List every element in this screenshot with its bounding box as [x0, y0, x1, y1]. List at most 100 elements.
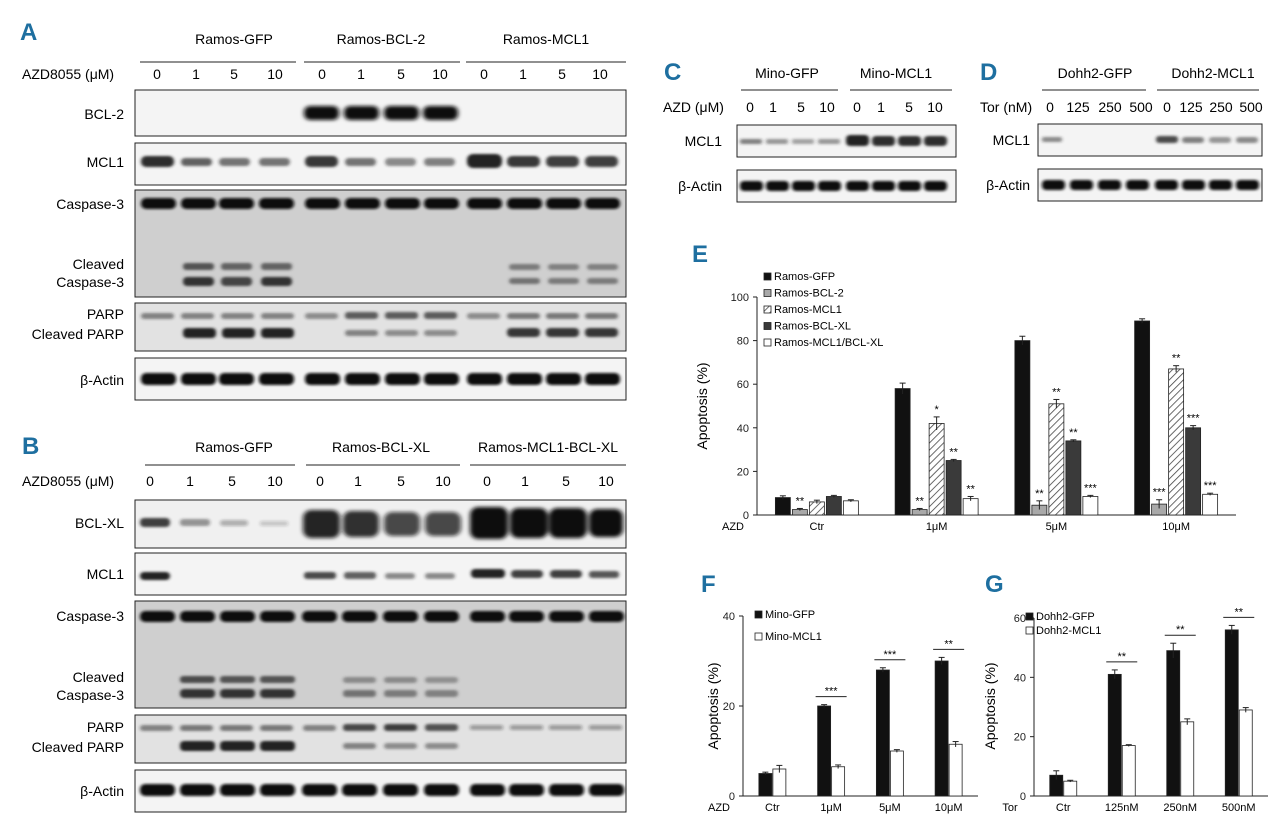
panel-b-group-ramos-mcl1-bcl-xl: Ramos-MCL1-BCL-XL	[478, 439, 618, 455]
band	[740, 181, 763, 191]
band	[385, 573, 415, 579]
panel-d-western-blot: D Dohh2-GFP Dohh2-MCL1 Tor (nM) 0 125 25…	[980, 59, 1263, 202]
band	[818, 139, 840, 144]
panel-a-dose-11: 5	[558, 66, 566, 82]
panel-f-letter: F	[701, 571, 716, 598]
band	[384, 512, 420, 536]
band	[587, 278, 618, 284]
band	[585, 198, 620, 209]
panel-e-bar	[1168, 368, 1185, 516]
panel-a-dose-label: AZD8055 (μM)	[22, 66, 114, 82]
band	[1156, 136, 1178, 143]
panel-b-dose-3: 5	[228, 473, 236, 489]
panel-g-x-tick-label: 250nM	[1163, 802, 1197, 814]
band	[303, 510, 340, 538]
panel-b-dose-6: 1	[354, 473, 362, 489]
band	[221, 277, 252, 286]
panel-b-dose-7: 5	[397, 473, 405, 489]
panel-g-bar-chart: G 0 20 40 60 Apoptosis (%) Tor Ctr 125nM ** 250nM…	[982, 571, 1268, 814]
panel-f-bar-chart: F 0 20 40 Apoptosis (%) AZD Ctr 1μM *** 5μM *** 10…	[701, 571, 978, 814]
blot-a-parp: PARP Cleaved PARP	[32, 302, 627, 352]
panel-f-y-tick-label: 20	[723, 701, 735, 713]
panel-e-bar	[962, 498, 979, 516]
panel-b-dose-10: 1	[521, 473, 529, 489]
panel-e-significance: **	[1035, 488, 1044, 500]
panel-e-bar	[945, 460, 962, 516]
panel-e-bar	[1065, 440, 1082, 516]
blot-a-actin: β-Actin	[80, 357, 627, 401]
band	[304, 572, 336, 579]
band	[220, 741, 255, 751]
panel-d-dose-6: 125	[1179, 99, 1203, 115]
blot-a-caspase3-label: Caspase-3	[56, 196, 124, 212]
panel-b-western-blot: B Ramos-GFP Ramos-BCL-XL Ramos-MCL1-BCL-…	[22, 433, 627, 813]
band	[549, 784, 584, 796]
band	[305, 156, 338, 167]
panel-d-dose-8: 500	[1239, 99, 1263, 115]
band	[302, 784, 337, 796]
band	[1126, 180, 1149, 190]
band	[383, 784, 418, 796]
panel-c-group-mino-mcl1: Mino-MCL1	[860, 65, 933, 81]
panel-d-dose-1: 0	[1046, 99, 1054, 115]
band	[424, 373, 459, 385]
band	[259, 158, 290, 166]
band	[140, 518, 170, 527]
panel-c-dose-7: 5	[905, 99, 913, 115]
blot-b-caspase3-label: Caspase-3	[56, 608, 124, 624]
blot-b-bcl-xl-label: BCL-XL	[75, 515, 124, 531]
panel-e-bar	[1082, 496, 1099, 516]
panel-g-x-tick-label: Ctr	[1056, 802, 1071, 814]
band	[219, 373, 254, 385]
blot-a-parp-frame	[134, 302, 627, 352]
blot-b-mcl1-frame	[134, 552, 627, 596]
panel-e-bar	[808, 501, 825, 516]
panel-a-group-ramos-mcl1: Ramos-MCL1	[503, 31, 590, 47]
panel-g-legend-swatch	[1025, 626, 1034, 635]
band	[141, 313, 174, 319]
panel-f-legend-swatch	[754, 632, 763, 641]
band	[140, 784, 175, 796]
panel-e-y-tick-label: 20	[737, 466, 749, 478]
panel-d-group-dohh2-mcl1: Dohh2-MCL1	[1171, 65, 1254, 81]
band	[589, 571, 619, 578]
panel-g-y-tick-label: 20	[1014, 732, 1026, 744]
panel-f-x-tick-label: 10μM	[935, 802, 963, 814]
blot-b-bcl-xl: BCL-XL	[75, 499, 627, 549]
panel-f-significance: ***	[825, 686, 839, 698]
band	[343, 690, 376, 697]
blot-a-bcl2: BCL-2	[84, 89, 627, 137]
band	[305, 313, 338, 319]
band	[180, 741, 215, 751]
blot-b-cleaved-label: Cleaved	[73, 669, 124, 685]
band	[546, 373, 581, 385]
band	[424, 312, 457, 319]
panel-d-group-dohh2-gfp: Dohh2-GFP	[1058, 65, 1133, 81]
band	[585, 328, 618, 337]
band	[261, 263, 292, 270]
panel-b-group-ramos-bcl-xl: Ramos-BCL-XL	[332, 439, 430, 455]
band	[181, 373, 216, 385]
panel-g-significance: **	[1234, 606, 1243, 618]
band	[792, 181, 815, 191]
band	[589, 725, 622, 730]
panel-f-bar	[817, 705, 832, 797]
panel-e-x-tick-label: 1μM	[926, 521, 948, 533]
panel-e-legend-label: Ramos-MCL1	[774, 304, 842, 316]
band	[181, 313, 214, 319]
band	[546, 156, 579, 167]
band	[383, 611, 418, 622]
band	[549, 725, 582, 730]
panel-b-dose-1: 0	[146, 473, 154, 489]
band	[585, 373, 620, 385]
panel-e-legend-label: Ramos-GFP	[774, 271, 835, 283]
panel-c-dose-6: 1	[877, 99, 885, 115]
blot-a-mcl1: MCL1	[87, 142, 627, 186]
band	[424, 198, 459, 209]
band	[345, 330, 378, 336]
band	[385, 158, 416, 166]
panel-e-significance: **	[966, 483, 975, 495]
panel-e-bar	[894, 388, 911, 516]
